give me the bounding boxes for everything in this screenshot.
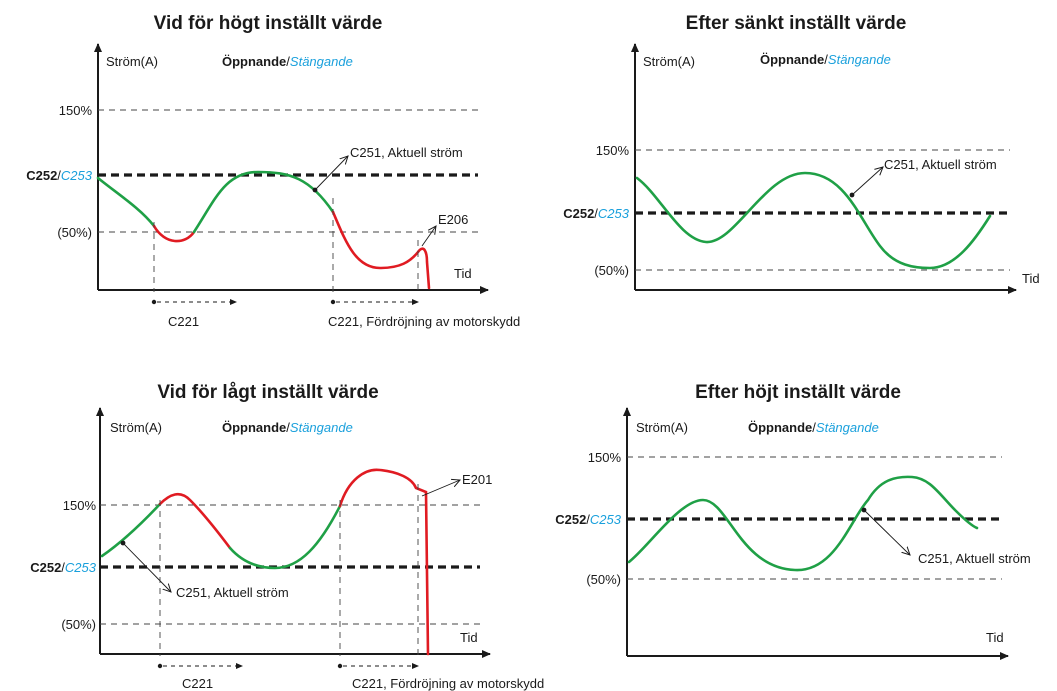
x-axis-label: Tid <box>460 630 478 645</box>
panel-title: Vid för högt inställt värde <box>154 13 383 34</box>
legend: Öppnande/Stängande <box>222 420 353 435</box>
timer-start-dot <box>337 663 343 669</box>
timer-start-dot <box>157 663 163 669</box>
panel-title: Efter sänkt inställt värde <box>686 13 907 34</box>
level-50-label: (50%) <box>586 572 621 587</box>
error-leader <box>421 480 460 497</box>
y-axis-label: Ström(A) <box>643 54 695 69</box>
timer-start-dot <box>151 299 157 305</box>
current-curve-open <box>96 176 156 228</box>
current-curve-close <box>338 468 430 656</box>
legend: Öppnande/Stängande <box>748 420 879 435</box>
x-axis-label: Tid <box>454 266 472 281</box>
level-50-label: (50%) <box>594 263 629 278</box>
level-50-label: (50%) <box>57 225 92 240</box>
legend: Öppnande/Stängande <box>760 52 891 67</box>
x-axis-label: Tid <box>986 630 1004 645</box>
current-curve-open <box>228 504 342 570</box>
current-annotation: C251, Aktuell ström <box>176 585 289 600</box>
set-value-label: C252/C253 <box>555 512 622 527</box>
panel-title: Vid för lågt inställt värde <box>157 382 378 403</box>
current-curve-open <box>100 502 162 558</box>
timer-label: C221, Fördröjning av motorskydd <box>352 676 544 691</box>
level-150-label: 150% <box>63 498 97 513</box>
timer-label: C221 <box>182 676 213 691</box>
x-axis-label: Tid <box>1022 271 1040 286</box>
current-leader <box>314 156 348 191</box>
current-curve-close <box>158 492 232 550</box>
level-150-label: 150% <box>596 143 630 158</box>
current-annotation: C251, Aktuell ström <box>884 157 997 172</box>
current-curve-open <box>635 171 992 270</box>
level-150-label: 150% <box>588 450 622 465</box>
y-axis-label: Ström(A) <box>636 420 688 435</box>
legend: Öppnande/Stängande <box>222 54 353 69</box>
current-annotation: C251, Aktuell ström <box>918 551 1031 566</box>
current-curve-close <box>152 224 196 243</box>
y-axis-label: Ström(A) <box>110 420 162 435</box>
current-curve-open <box>192 170 335 234</box>
timer-label: C221 <box>168 314 199 329</box>
level-50-label: (50%) <box>61 617 96 632</box>
set-value-label: C252/C253 <box>26 168 93 183</box>
current-curve-open <box>627 475 979 572</box>
error-annotation: E201 <box>462 472 492 487</box>
y-axis-label: Ström(A) <box>106 54 158 69</box>
current-leader <box>122 542 171 592</box>
current-annotation: C251, Aktuell ström <box>350 145 463 160</box>
current-leader <box>851 167 883 196</box>
set-value-label: C252/C253 <box>563 206 630 221</box>
error-leader <box>421 226 436 247</box>
panel-raised-setting: Efter höjt inställt värde Ström(A) Öppna… <box>555 382 1031 660</box>
panel-lowered-setting: Efter sänkt inställt värde Ström(A) Öppn… <box>563 13 1040 294</box>
error-annotation: E206 <box>438 212 468 227</box>
current-curve-close <box>331 210 431 290</box>
current-leader <box>863 509 910 555</box>
panel-title: Efter höjt inställt värde <box>695 382 901 403</box>
timer-start-dot <box>330 299 336 305</box>
set-value-label: C252/C253 <box>30 560 97 575</box>
panel-too-low-setting: Vid för lågt inställt värde Ström(A) Öpp… <box>30 382 544 691</box>
level-150-label: 150% <box>59 103 93 118</box>
panel-too-high-setting: Vid för högt inställt värde Ström(A) Öpp… <box>26 13 520 329</box>
timer-label: C221, Fördröjning av motorskydd <box>328 314 520 329</box>
